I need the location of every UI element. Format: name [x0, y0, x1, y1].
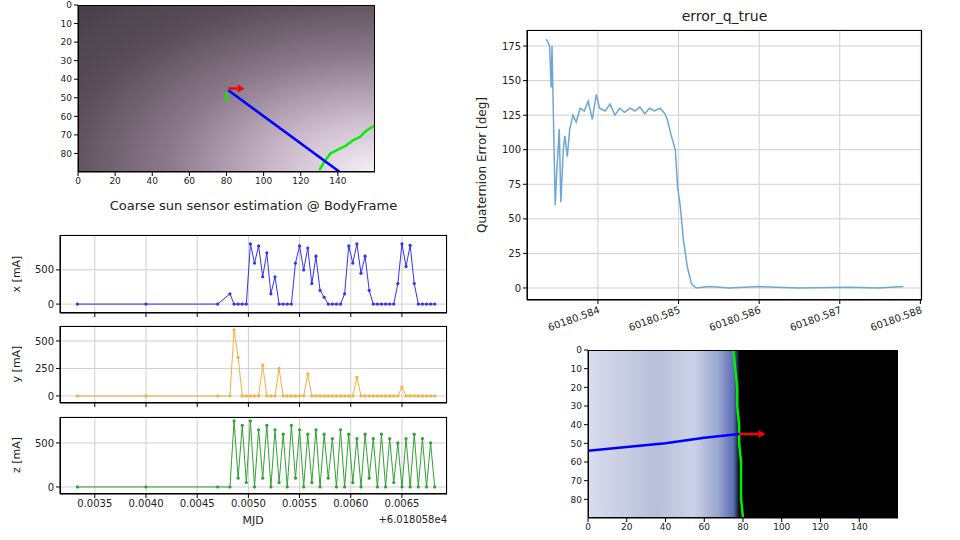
svg-text:80: 80 — [221, 176, 233, 186]
svg-text:0.0035: 0.0035 — [77, 498, 112, 509]
svg-text:60180.585: 60180.585 — [627, 304, 682, 333]
svg-text:0: 0 — [585, 522, 591, 532]
html-text:MJD: MJD — [242, 514, 264, 527]
svg-text:0: 0 — [66, 0, 72, 10]
svg-text:125: 125 — [502, 110, 521, 121]
svg-text:50: 50 — [61, 93, 73, 103]
svg-text:40: 40 — [660, 522, 672, 532]
svg-text:0.0055: 0.0055 — [282, 498, 317, 509]
svg-text:60180.588: 60180.588 — [869, 304, 924, 333]
svg-text:60: 60 — [61, 112, 73, 122]
svg-text:175: 175 — [502, 41, 521, 52]
html-text:Coarse sun sensor estimation @: Coarse sun sensor estimation @ BodyFrame — [109, 198, 398, 213]
svg-text:70: 70 — [571, 476, 583, 486]
svg-text:120: 120 — [812, 522, 829, 532]
svg-text:500: 500 — [35, 336, 54, 347]
svg-text:0.0040: 0.0040 — [129, 498, 164, 509]
svg-text:50: 50 — [508, 213, 521, 224]
svg-text:140: 140 — [329, 176, 346, 186]
svg-text:80: 80 — [61, 149, 73, 159]
svg-text:250: 250 — [35, 363, 54, 374]
html-text:Quaternion Error [deg]: Quaternion Error [deg] — [475, 97, 489, 233]
svg-text:20: 20 — [61, 37, 73, 47]
svg-text:0.0050: 0.0050 — [231, 498, 266, 509]
html-text:y [mA]: y [mA] — [9, 345, 23, 383]
svg-text:0: 0 — [75, 176, 81, 186]
html-text:x [mA]: x [mA] — [9, 255, 23, 293]
svg-text:120: 120 — [292, 176, 309, 186]
svg-text:0: 0 — [48, 482, 54, 493]
svg-text:150: 150 — [502, 75, 521, 86]
svg-text:30: 30 — [61, 56, 73, 66]
svg-text:10: 10 — [571, 364, 583, 374]
svg-text:500: 500 — [35, 438, 54, 449]
svg-text:500: 500 — [35, 264, 54, 275]
svg-text:70: 70 — [61, 130, 73, 140]
svg-text:40: 40 — [61, 74, 73, 84]
svg-text:0: 0 — [48, 299, 54, 310]
svg-text:40: 40 — [147, 176, 159, 186]
svg-text:60180.586: 60180.586 — [708, 304, 763, 333]
html-text:+6.018058e4: +6.018058e4 — [378, 514, 447, 525]
svg-text:20: 20 — [621, 522, 633, 532]
svg-text:10: 10 — [61, 19, 73, 29]
svg-text:60: 60 — [184, 176, 196, 186]
svg-text:0: 0 — [515, 283, 521, 294]
svg-text:60180.587: 60180.587 — [788, 304, 843, 333]
svg-text:80: 80 — [571, 495, 583, 505]
svg-text:75: 75 — [508, 179, 521, 190]
svg-text:80: 80 — [737, 522, 749, 532]
svg-text:20: 20 — [571, 383, 583, 393]
html-text:error_q_true: error_q_true — [681, 8, 768, 24]
svg-text:40: 40 — [571, 420, 583, 430]
svg-text:0: 0 — [48, 391, 54, 402]
svg-text:0.0045: 0.0045 — [180, 498, 215, 509]
html-text:z [mA]: z [mA] — [9, 437, 23, 473]
svg-text:100: 100 — [773, 522, 790, 532]
svg-text:100: 100 — [502, 144, 521, 155]
svg-text:140: 140 — [851, 522, 868, 532]
svg-text:60180.584: 60180.584 — [546, 304, 601, 333]
svg-text:30: 30 — [571, 401, 583, 411]
svg-text:25: 25 — [508, 248, 521, 259]
svg-text:0: 0 — [576, 345, 582, 355]
svg-text:50: 50 — [571, 439, 583, 449]
svg-text:60: 60 — [571, 457, 583, 467]
svg-text:0.0060: 0.0060 — [333, 498, 368, 509]
svg-text:0.0065: 0.0065 — [384, 498, 419, 509]
svg-text:60: 60 — [699, 522, 711, 532]
svg-text:100: 100 — [255, 176, 272, 186]
svg-text:20: 20 — [109, 176, 121, 186]
